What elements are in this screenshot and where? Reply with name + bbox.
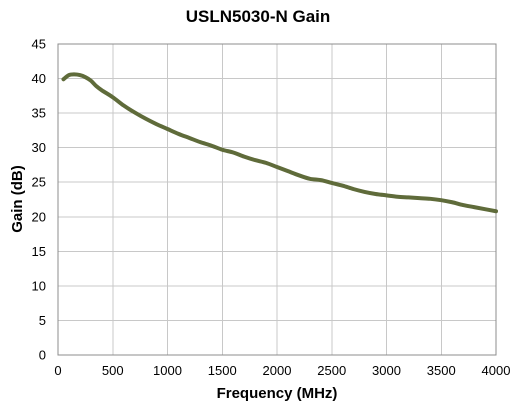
y-tick-label: 40 <box>32 71 46 86</box>
y-tick-label: 20 <box>32 209 46 224</box>
gain-data-point <box>287 171 288 172</box>
gain-data-point <box>430 198 431 199</box>
y-axis-ticks: 0 5 10 15 20 25 30 35 40 45 <box>32 37 46 363</box>
y-tick-label: 15 <box>32 244 46 259</box>
gain-data-point <box>167 128 168 129</box>
gain-data-point <box>134 112 135 113</box>
y-tick-label: 30 <box>32 140 46 155</box>
gain-data-point <box>452 202 453 203</box>
y-tick-label: 35 <box>32 106 46 121</box>
gain-data-point <box>397 196 398 197</box>
x-tick-label: 1500 <box>208 363 237 378</box>
gain-data-point <box>364 191 365 192</box>
gain-data-point <box>178 133 179 134</box>
gain-data-point <box>309 178 310 179</box>
x-tick-label: 3500 <box>427 363 456 378</box>
gain-data-point <box>85 77 86 78</box>
x-tick-label: 500 <box>102 363 124 378</box>
gain-data-point <box>484 209 485 210</box>
y-tick-label: 0 <box>39 348 46 363</box>
gain-data-point <box>189 137 190 138</box>
gain-data-point <box>495 211 496 212</box>
gain-data-point <box>320 180 321 181</box>
y-tick-label: 45 <box>32 37 46 52</box>
gain-data-point <box>123 105 124 106</box>
x-tick-label: 2000 <box>263 363 292 378</box>
x-axis-ticks: 0 500 1000 1500 2000 2500 3000 3500 4000 <box>54 363 510 378</box>
x-tick-label: 1000 <box>153 363 182 378</box>
y-tick-label: 10 <box>32 278 46 293</box>
gain-data-point <box>276 166 277 167</box>
y-axis-label: Gain (dB) <box>9 165 26 233</box>
gain-data-point <box>331 182 332 183</box>
gain-data-point <box>90 80 91 81</box>
x-tick-label: 0 <box>54 363 61 378</box>
gain-data-point <box>386 195 387 196</box>
gain-data-point <box>156 124 157 125</box>
gain-data-point <box>474 207 475 208</box>
gain-data-point <box>63 79 64 80</box>
gain-data-point <box>298 175 299 176</box>
gain-data-point <box>255 160 256 161</box>
gain-data-point <box>79 75 80 76</box>
x-axis-label: Frequency (MHz) <box>217 385 338 402</box>
gain-data-point <box>96 86 97 87</box>
gain-data-point <box>112 97 113 98</box>
gain-data-point <box>463 204 464 205</box>
gain-data-point <box>101 90 102 91</box>
plot-area <box>57 43 497 356</box>
x-tick-label: 4000 <box>482 363 511 378</box>
x-tick-label: 2500 <box>317 363 346 378</box>
gain-data-point <box>200 142 201 143</box>
gain-data-point <box>419 198 420 199</box>
gain-data-point <box>265 162 266 163</box>
gain-data-point <box>441 200 442 201</box>
gain-data-point <box>68 75 69 76</box>
chart-title: USLN5030-N Gain <box>186 7 331 26</box>
gain-data-point <box>342 185 343 186</box>
gain-data-point <box>74 74 75 75</box>
gain-data-point <box>145 118 146 119</box>
gain-data-point <box>375 193 376 194</box>
y-tick-label: 5 <box>39 313 46 328</box>
gain-data-point <box>211 145 212 146</box>
gain-data-point <box>222 149 223 150</box>
y-tick-label: 25 <box>32 175 46 190</box>
gain-series-line <box>61 72 498 214</box>
gain-data-point <box>244 156 245 157</box>
gain-data-point <box>233 152 234 153</box>
gain-data-point <box>408 197 409 198</box>
gain-data-point <box>353 189 354 190</box>
x-tick-label: 3000 <box>372 363 401 378</box>
gain-series-points <box>63 74 497 212</box>
